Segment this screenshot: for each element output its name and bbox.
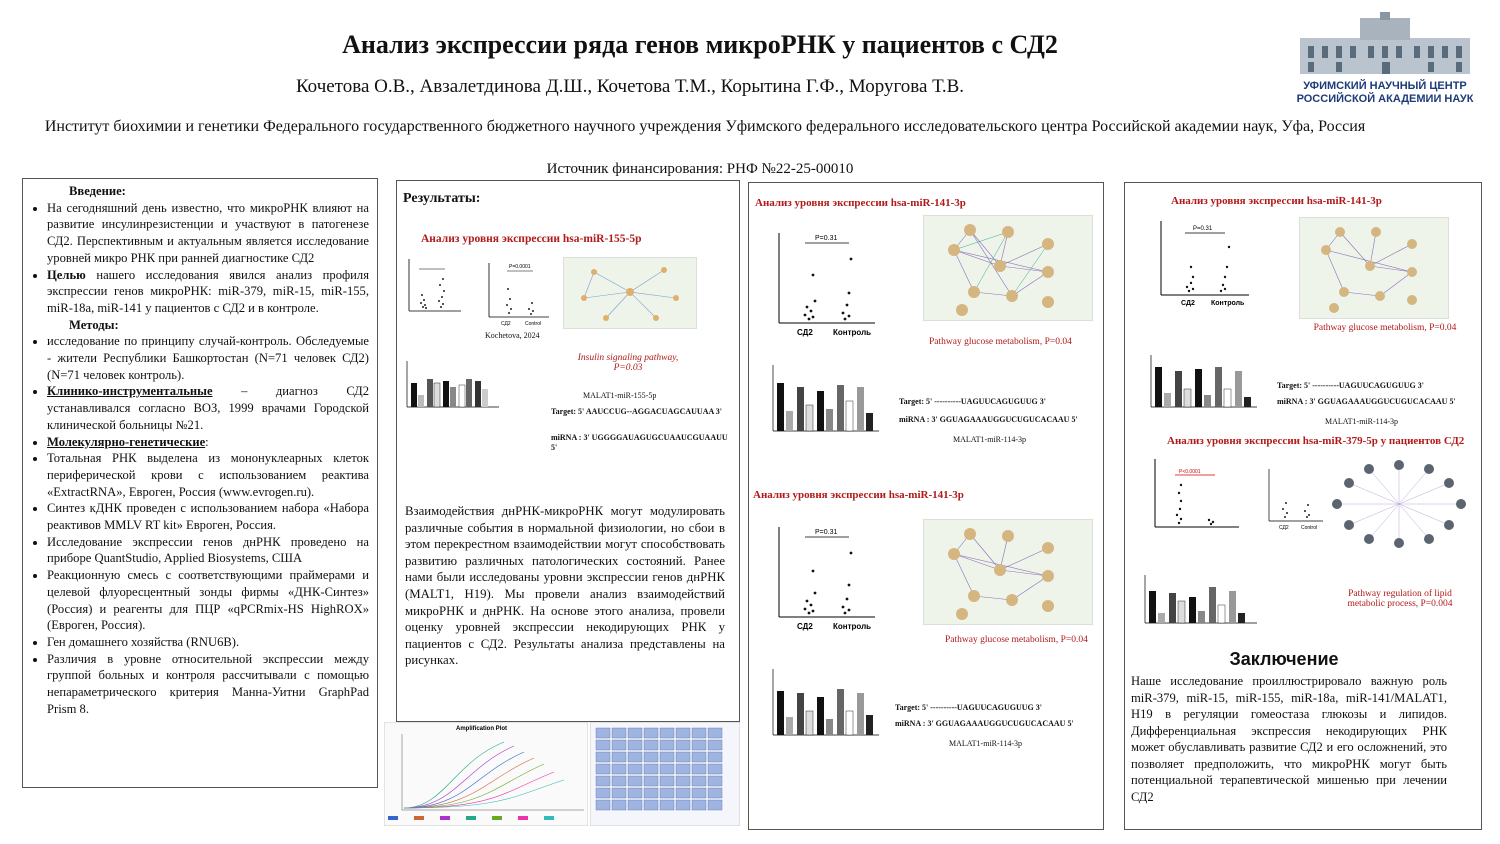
group-label: Control — [525, 321, 541, 327]
group-label: Контроль — [833, 328, 871, 337]
poster-title: Анализ экспрессии ряда генов микроРНК у … — [342, 30, 1058, 59]
group-label: СД2 — [797, 622, 813, 631]
target-sequence: Target: 5' ----------UAGUUCAGUGUUG 3' — [895, 703, 1043, 712]
network-diagram-glucose-c — [1299, 217, 1449, 319]
mir155-heading: Анализ уровня экспрессии hsa-miR-155-5p — [421, 233, 642, 245]
p-value-label: P=0.31 — [815, 235, 837, 242]
method-text: – диагноз СД2 устанавливался согласно ВО… — [47, 384, 369, 432]
mir379-heading: Анализ уровня экспрессии hsa-miR-379-5p … — [1167, 435, 1465, 447]
results-panel: Результаты: Анализ уровня экспрессии hsa… — [396, 180, 740, 722]
plate-layout — [590, 722, 740, 826]
method-text: : — [205, 434, 209, 449]
method-item: Тотальная РНК выделена из мононуклеарных… — [47, 450, 369, 500]
method-label: Молекулярно-генетические — [47, 434, 206, 449]
pair-label: MALAT1-miR-114-3p — [1325, 417, 1399, 426]
methods-heading: Методы: — [69, 317, 119, 332]
glucose-pathway-caption: Pathway glucose metabolism, P=0.04 — [1313, 323, 1457, 333]
mir141-heading-2: Анализ уровня экспрессии hsa-miR-141-3p — [753, 489, 964, 501]
scatter-plot-h19: СД2 Control — [1268, 469, 1323, 531]
scatter-plot-mir141-a: P=0.31 СД2 Контроль — [778, 233, 875, 337]
group-label: Control — [1301, 525, 1317, 531]
scatter-plot-mir155 — [408, 259, 461, 312]
mirna-sequence: miRNA : 3' UGGGGAUAGUGCUAAUCGUAAUU 5' — [551, 433, 728, 452]
glucose-pathway-caption: Pathway glucose metabolism, P=0.04 — [929, 337, 1072, 347]
conclusion-heading: Заключение — [1229, 649, 1339, 669]
bar-chart-mir141-c — [1150, 355, 1257, 408]
mirna-sequence: miRNA : 3' GGUAGAAAUGGUCUGUCACAAU 5' — [895, 719, 1074, 728]
pair-label: MALAT1-miR-114-3p — [953, 435, 1027, 444]
aim-label: Целью — [47, 267, 86, 282]
results-paragraph: Взаимодействия днРНК-микроРНК могут моду… — [405, 504, 725, 668]
network-diagram-lipid — [1332, 460, 1466, 548]
bar-chart-mir155 — [406, 361, 499, 408]
poster-authors: Кочетова О.В., Авзалетдинова Д.Ш., Кочет… — [295, 76, 965, 97]
aim-text: нашего исследования явился анализ профил… — [47, 267, 369, 315]
glucose-pathway-caption: Pathway glucose metabolism, P=0.04 — [945, 635, 1088, 645]
insulin-pathway-caption: Insulin signaling pathway, P=0.03 — [577, 353, 679, 373]
method-label: Клинико-инструментальные — [47, 384, 213, 399]
conclusion-paragraph: Наше исследование проиллюстрировало важн… — [1131, 674, 1447, 804]
network-diagram-glucose-a — [923, 215, 1093, 321]
target-sequence: Target: 5' AAUCCUG--AGGACUAGCAUUAA 3' — [551, 407, 723, 416]
p-value-label: P<0.0001 — [1179, 469, 1201, 475]
method-item: Синтез кДНК проведен с использованием на… — [47, 500, 369, 533]
scatter-plot-mir379: P<0.0001 — [1154, 459, 1239, 528]
group-label: Контроль — [833, 622, 871, 631]
bar-chart-mir141-a — [772, 365, 879, 432]
scatter-plot-mir141-c: P=0.31 СД2 Контроль — [1160, 221, 1249, 307]
lipid-pathway-caption: Pathway regulation of lipid metabolic pr… — [1347, 589, 1453, 609]
method-item: Исследование экспрессии генов днРНК пров… — [47, 534, 369, 567]
group-label: СД2 — [501, 321, 511, 327]
results-heading: Результаты: — [403, 191, 481, 206]
bar-chart-mir141-b — [772, 669, 879, 736]
target-sequence: Target: 5' ----------UAGUUCAGUGUUG 3' — [1277, 381, 1425, 390]
pair-label: MALAT1-miR-114-3p — [949, 739, 1023, 748]
network-diagram-glucose-b — [923, 519, 1093, 625]
mir141-heading-1: Анализ уровня экспрессии hsa-miR-141-3p — [755, 197, 966, 209]
p-value-label: P=0.31 — [815, 529, 837, 536]
mir379-panel: Анализ уровня экспрессии hsa-miR-141-3p … — [1124, 182, 1482, 830]
building-icon — [1300, 12, 1470, 74]
p-value-label: P=0.0001 — [509, 264, 531, 270]
amplification-plot: Amplification Plot — [384, 722, 588, 826]
bar-chart-mir379 — [1144, 575, 1257, 624]
method-item: исследование по принципу случай-контроль… — [47, 333, 369, 383]
pair-label: MALAT1-miR-155-5p — [583, 391, 657, 400]
network-diagram-insulin — [563, 257, 697, 329]
group-label: СД2 — [1181, 300, 1195, 307]
group-label: СД2 — [797, 328, 813, 337]
citation: Kochetova, 2024 — [485, 331, 540, 340]
group-label: Контроль — [1211, 300, 1245, 307]
logo-line-2: РОССИЙСКОЙ АКАДЕМИИ НАУК — [1296, 93, 1474, 105]
target-sequence: Target: 5' ----------UAGUUCAGUGUUG 3' — [899, 397, 1047, 406]
method-item: Молекулярно-генетические: — [47, 434, 369, 451]
p-value-label: P=0.31 — [1193, 226, 1213, 232]
institution-logo: УФИМСКИЙ НАУЧНЫЙ ЦЕНТР РОССИЙСКОЙ АКАДЕМ… — [1290, 10, 1490, 110]
method-item: Различия в уровне относительной экспресс… — [47, 651, 369, 718]
mir141-panel: Анализ уровня экспрессии hsa-miR-141-3p … — [748, 182, 1104, 830]
method-item: Клинико-инструментальные – диагноз СД2 у… — [47, 383, 369, 433]
group-label: СД2 — [1279, 525, 1289, 531]
logo-line-1: УФИМСКИЙ НАУЧНЫЙ ЦЕНТР — [1303, 80, 1467, 92]
scatter-plot-mir141-b: P=0.31 СД2 Контроль — [778, 527, 875, 631]
method-item: Реакционную смесь с соответствующими пра… — [47, 567, 369, 634]
intro-panel: Введение: На сегодняшний день известно, … — [22, 178, 378, 788]
mirna-sequence: miRNA : 3' GGUAGAAAUGGUCUGUCACAAU 5' — [1277, 397, 1456, 406]
mir141-heading-3: Анализ уровня экспрессии hsa-miR-141-3p — [1171, 195, 1382, 207]
scatter-plot-malat1: P=0.0001 СД2 Control — [488, 263, 549, 327]
aim-item: Целью нашего исследования явился анализ … — [47, 267, 369, 317]
method-item: Ген домашнего хозяйства (RNU6B). — [47, 634, 369, 651]
intro-paragraph: На сегодняшний день известно, что микроР… — [47, 200, 369, 267]
mirna-sequence: miRNA : 3' GGUAGAAAUGGUCUGUCACAAU 5' — [899, 415, 1078, 424]
amplification-plot-title: Amplification Plot — [456, 726, 507, 732]
poster-institute: Институт биохимии и генетики Федеральног… — [44, 118, 1366, 135]
intro-heading: Введение: — [69, 184, 126, 198]
poster-funding: Источник финансирования: РНФ №22-25-0001… — [546, 161, 854, 177]
